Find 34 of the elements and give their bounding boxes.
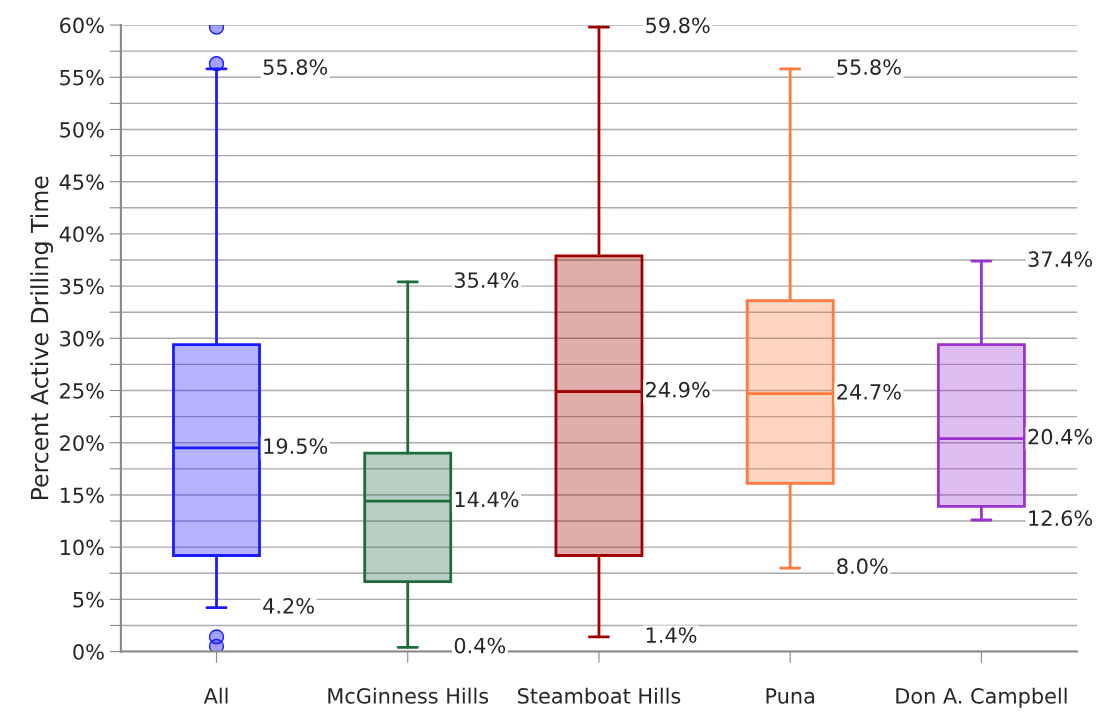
annotation: 24.7% [837, 383, 901, 400]
y-tick-label: 45% [59, 174, 104, 190]
y-tick-label: 30% [60, 330, 104, 347]
y-tick-label: 10% [60, 539, 104, 556]
x-tick-label: All [203, 687, 228, 704]
y-tick-label: 55% [60, 69, 104, 86]
annotation: 12.6% [1029, 510, 1093, 527]
annotation: 37.4% [1028, 251, 1093, 268]
annotation: 4.2% [263, 597, 314, 614]
annotation: 55.8% [837, 59, 901, 75]
annotation: 20.4% [1028, 428, 1093, 445]
x-tick-label: Steamboat Hills [517, 687, 681, 704]
annotation: 0.4% [454, 637, 506, 654]
annotation: 35.4% [454, 272, 519, 288]
annotation: 8.0% [837, 558, 888, 575]
y-tick-label: 50% [60, 121, 104, 138]
y-tick-label: 60% [60, 17, 104, 34]
y-tick-label: 5% [73, 591, 104, 608]
y-tick-label: 15% [60, 487, 104, 504]
annotation: 14.4% [455, 491, 519, 508]
annotation: 19.5% [264, 438, 328, 454]
annotation: 1.4% [646, 627, 697, 643]
y-tick-label: 20% [60, 435, 104, 451]
annotation: 59.8% [646, 17, 710, 34]
x-tick-label: McGinness Hills [328, 687, 489, 704]
y-tick-label: 40% [59, 226, 104, 243]
x-tick-label: Puna [766, 688, 814, 704]
y-axis-title: Percent Active Drilling Time [30, 176, 54, 500]
y-tick-label: 35% [60, 278, 104, 295]
y-tick-label: 25% [60, 382, 104, 399]
y-tick-label: 0% [73, 644, 104, 660]
annotation: 55.8% [263, 59, 328, 75]
annotation: 24.9% [646, 381, 710, 398]
x-tick-label: Don A. Campbell [896, 687, 1067, 708]
